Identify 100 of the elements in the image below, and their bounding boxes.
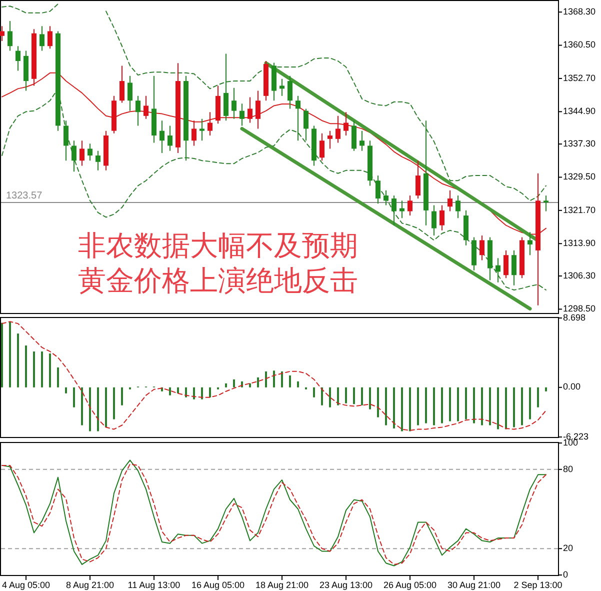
candlestick xyxy=(408,195,412,216)
candlestick xyxy=(248,96,252,124)
candlestick xyxy=(16,46,20,72)
candlestick xyxy=(192,120,196,146)
y-tick-label: 1352.70 xyxy=(563,72,596,83)
candlestick xyxy=(280,78,284,96)
y-tick-label: 1313.90 xyxy=(563,238,596,248)
y-tick-label: 80 xyxy=(563,464,574,474)
candlestick xyxy=(360,130,364,152)
candlestick xyxy=(376,175,380,204)
candlestick xyxy=(504,250,508,279)
candlestick xyxy=(416,160,420,199)
candlestick xyxy=(480,235,484,261)
bar xyxy=(425,387,427,424)
candlestick xyxy=(304,108,308,142)
bar xyxy=(281,371,283,388)
bar xyxy=(537,387,539,408)
candlestick xyxy=(344,112,348,136)
bar xyxy=(193,387,195,400)
y-tick-label: 8.698 xyxy=(563,312,586,322)
bar xyxy=(265,371,267,388)
candlestick xyxy=(48,26,52,50)
bar xyxy=(521,387,523,426)
bar xyxy=(369,387,371,410)
bar xyxy=(65,387,67,394)
bar xyxy=(17,334,19,388)
bar xyxy=(489,387,491,426)
bar xyxy=(33,351,35,388)
candlestick xyxy=(168,125,172,152)
y-tick-label: 1298.50 xyxy=(563,304,596,314)
bar xyxy=(529,387,531,420)
bar xyxy=(81,387,83,426)
bar xyxy=(289,375,291,388)
candlestick xyxy=(8,20,12,52)
y-tick-label: 20 xyxy=(563,542,574,553)
bar xyxy=(441,387,443,424)
bar xyxy=(25,346,27,388)
candlestick xyxy=(392,195,396,226)
candlestick xyxy=(144,95,148,120)
ref-line-label: 1323.57 xyxy=(6,190,43,202)
bar xyxy=(113,387,115,420)
x-tick-label: 4 Aug 05:00 xyxy=(2,580,50,590)
candlestick xyxy=(64,120,68,162)
x-tick-label: 30 Aug 21:00 xyxy=(447,580,501,590)
y-tick-label: 1306.30 xyxy=(563,270,596,280)
bar xyxy=(385,387,387,426)
bar xyxy=(417,387,419,426)
candlestick xyxy=(40,26,44,52)
bar xyxy=(73,387,75,408)
candlestick xyxy=(432,204,436,236)
candlestick xyxy=(0,26,4,42)
candlestick xyxy=(496,258,500,283)
candlestick xyxy=(80,140,84,166)
y-tick-label: 1360.50 xyxy=(563,40,596,50)
candlestick xyxy=(136,95,140,126)
candlestick xyxy=(352,120,356,152)
bar xyxy=(225,383,227,388)
candlestick xyxy=(88,143,92,162)
bar xyxy=(497,387,499,430)
x-tick-label: 8 Aug 21:00 xyxy=(66,580,114,590)
annotation: 黄金价格上演绝地反击 xyxy=(78,264,358,297)
bar xyxy=(49,353,51,388)
bar xyxy=(257,377,259,388)
y-tick-label: 0 xyxy=(563,569,568,580)
line-series xyxy=(2,321,546,431)
y-tick-label: 1337.30 xyxy=(563,138,596,148)
bar xyxy=(273,370,275,388)
bar xyxy=(209,387,211,398)
bar xyxy=(121,387,123,406)
candlestick xyxy=(232,87,236,120)
bar xyxy=(89,387,91,432)
bar xyxy=(393,387,395,428)
candlestick xyxy=(120,65,124,104)
candlestick xyxy=(400,200,404,219)
bar xyxy=(473,387,475,424)
bar xyxy=(169,387,171,396)
x-tick-label: 26 Aug 05:00 xyxy=(383,580,437,590)
bar xyxy=(545,387,547,392)
bar xyxy=(329,387,331,408)
bar xyxy=(353,387,355,404)
y-tick-label: 0.00 xyxy=(563,382,581,392)
bar xyxy=(41,351,43,388)
candlestick xyxy=(328,130,332,150)
candlestick xyxy=(128,75,132,112)
candlestick xyxy=(160,120,164,154)
y-tick-label: -6.223 xyxy=(563,431,589,442)
bar xyxy=(481,387,483,426)
bar xyxy=(177,387,179,394)
candlestick xyxy=(336,115,340,144)
bar xyxy=(9,322,11,388)
bar xyxy=(401,387,403,432)
y-tick-label: 1344.90 xyxy=(563,106,596,116)
candlestick xyxy=(448,190,452,212)
bar xyxy=(105,387,107,428)
candlestick xyxy=(224,53,228,122)
candlestick xyxy=(256,90,260,130)
bar xyxy=(505,387,507,430)
candlestick xyxy=(240,103,244,126)
bar xyxy=(57,367,59,388)
bar xyxy=(513,387,515,428)
